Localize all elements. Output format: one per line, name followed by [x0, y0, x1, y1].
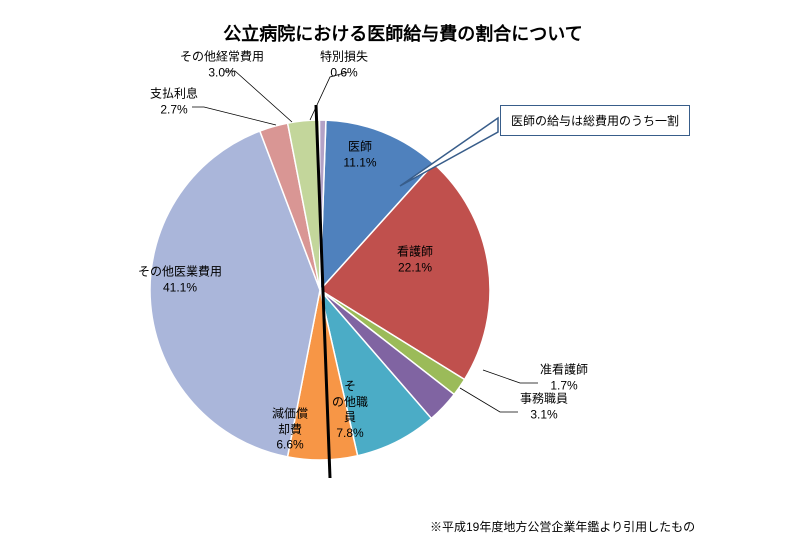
- label-特別損失: 特別損失0.6%: [320, 49, 368, 80]
- label-その他医業費用: その他医業費用41.1%: [138, 264, 222, 295]
- label-看護師: 看護師22.1%: [397, 244, 433, 275]
- label-准看護師: 准看護師1.7%: [540, 362, 588, 393]
- leader-line: [483, 370, 538, 383]
- label-支払利息: 支払利息2.7%: [150, 86, 198, 117]
- leader-line: [460, 388, 518, 412]
- label-その他職員: その他職員7.8%: [332, 379, 368, 441]
- callout-box: 医師の給与は総費用のうち一割: [500, 105, 690, 136]
- footnote: ※平成19年度地方公営企業年鑑より引用したもの: [430, 518, 695, 535]
- label-事務職員: 事務職員3.1%: [520, 391, 568, 422]
- label-減価償却費: 減価償却費6.6%: [272, 407, 308, 454]
- label-医師: 医師11.1%: [343, 139, 376, 170]
- leader-line: [192, 107, 276, 125]
- label-その他経常費用: その他経常費用3.0%: [180, 49, 264, 80]
